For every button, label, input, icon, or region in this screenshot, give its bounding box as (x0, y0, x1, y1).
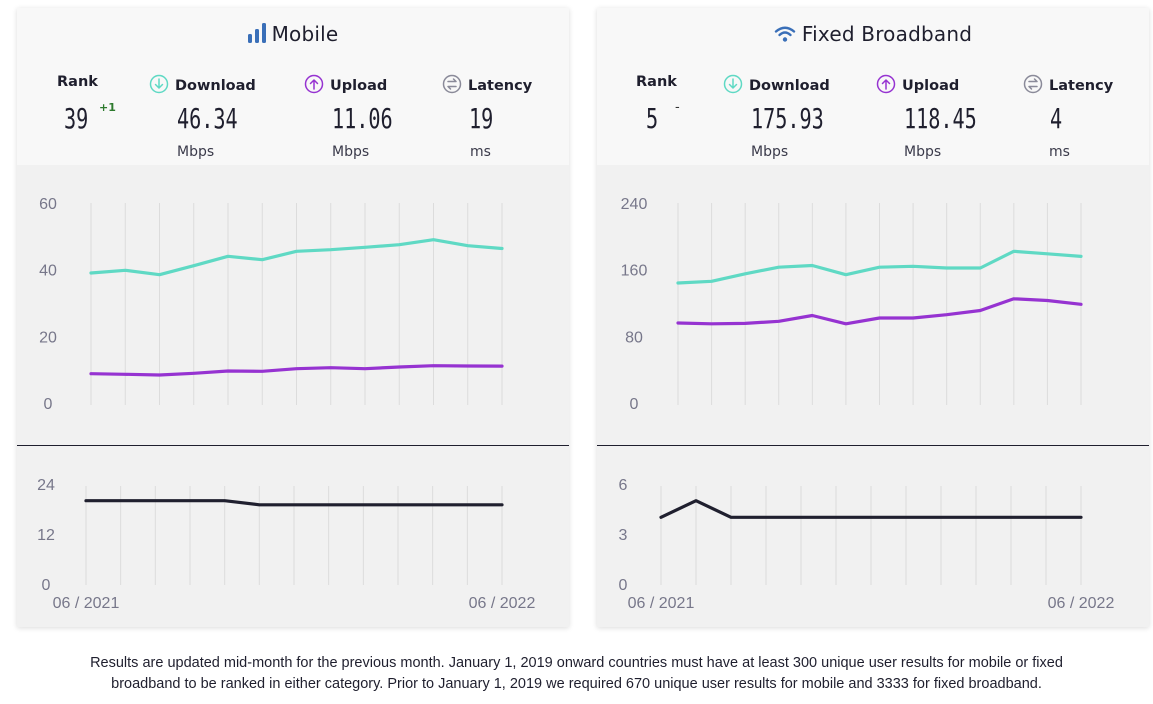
mobile-title-text: Mobile (271, 22, 339, 46)
download-value: 175.93 (751, 102, 824, 135)
download-label: Download (749, 78, 830, 94)
x-start-label: 06 / 2021 (53, 595, 120, 612)
latency-unit: ms (470, 144, 491, 160)
mobile-latency-chart: 0 12 24 06 / 2021 06 / 2022 (37, 477, 536, 612)
mobile-latency: Latency 19 ms (442, 74, 533, 160)
fixed-speed-chart: 0 80 160 240 (621, 196, 1083, 413)
download-value: 46.34 (177, 102, 238, 135)
footnote-line-1: Results are updated mid-month for the pr… (90, 655, 1063, 671)
rank-delta: +1 (99, 101, 116, 114)
mobile-header: Mobile Rank 39 +1 Download 46.34 Mbps (17, 8, 569, 165)
latency-series-line (659, 499, 1083, 519)
upload-label: Upload (902, 78, 960, 94)
upload-value: 11.06 (332, 102, 393, 135)
latency-series-line (84, 499, 504, 507)
latency-value: 19 (469, 102, 494, 135)
y-tick-label: 6 (619, 477, 628, 494)
x-start-label: 06 / 2021 (628, 595, 695, 612)
y-tick-label: 20 (39, 329, 57, 346)
y-tick-label: 240 (621, 196, 648, 213)
download-arrow-icon (149, 74, 169, 94)
y-tick-label: 160 (621, 263, 648, 280)
mobile-card: Mobile Rank 39 +1 Download 46.34 Mbps (17, 8, 569, 627)
upload-series-line (676, 297, 1083, 326)
upload-label: Upload (330, 78, 388, 94)
y-tick-label: 60 (39, 196, 57, 213)
mobile-rank: Rank 39 +1 (57, 74, 116, 135)
y-tick-label: 0 (42, 577, 51, 594)
wifi-icon (774, 26, 796, 42)
upload-arrow-icon (304, 74, 324, 94)
fixed-download: Download 175.93 Mbps (723, 74, 830, 160)
y-tick-label: 0 (630, 396, 639, 413)
fixed-header: Fixed Broadband Rank 5 - Download 175.93… (597, 8, 1149, 165)
fixed-latency: Latency 4 ms (1023, 74, 1114, 160)
footnote-line-2: broadband to be ranked in either categor… (111, 676, 1042, 692)
y-tick-label: 3 (619, 527, 628, 544)
chart-divider (17, 445, 569, 446)
upload-series-line (89, 364, 504, 377)
footnote: Results are updated mid-month for the pr… (10, 653, 1143, 695)
latency-value: 4 (1050, 102, 1063, 135)
download-series-line (676, 249, 1083, 285)
latency-label: Latency (1049, 78, 1114, 94)
rank-value: 39 (64, 102, 89, 135)
fixed-title-text: Fixed Broadband (801, 22, 973, 46)
mobile-upload: Upload 11.06 Mbps (304, 74, 393, 160)
mobile-title: Mobile (17, 22, 569, 46)
latency-label: Latency (468, 78, 533, 94)
y-tick-label: 0 (44, 396, 53, 413)
x-end-label: 06 / 2022 (1048, 595, 1115, 612)
rank-value: 5 (646, 102, 659, 135)
fixed-card: Fixed Broadband Rank 5 - Download 175.93… (597, 8, 1149, 627)
fixed-upload: Upload 118.45 Mbps (876, 74, 977, 160)
x-end-label: 06 / 2022 (469, 595, 536, 612)
rank-delta: - (675, 100, 680, 115)
upload-unit: Mbps (904, 144, 942, 160)
latency-unit: ms (1049, 144, 1070, 160)
download-unit: Mbps (177, 144, 215, 160)
y-tick-label: 12 (37, 527, 55, 544)
latency-arrows-icon (442, 74, 462, 94)
upload-value: 118.45 (904, 102, 977, 135)
mobile-speed-chart: 0 20 40 60 (39, 196, 504, 413)
upload-arrow-icon (876, 74, 896, 94)
y-tick-label: 0 (619, 577, 628, 594)
fixed-title: Fixed Broadband (597, 22, 1149, 46)
fixed-rank: Rank 5 - (636, 74, 680, 135)
fixed-latency-chart: 0 3 6 06 / 2021 06 / 2022 (619, 477, 1115, 612)
download-label: Download (175, 78, 256, 94)
y-tick-label: 24 (37, 477, 55, 494)
rank-label: Rank (636, 74, 677, 90)
chart-divider (597, 445, 1149, 446)
upload-unit: Mbps (332, 144, 370, 160)
y-tick-label: 40 (39, 263, 57, 280)
mobile-download: Download 46.34 Mbps (149, 74, 256, 160)
download-arrow-icon (723, 74, 743, 94)
download-series-line (89, 238, 504, 277)
download-unit: Mbps (751, 144, 789, 160)
y-tick-label: 80 (625, 329, 643, 346)
rank-label: Rank (57, 74, 98, 90)
latency-arrows-icon (1023, 74, 1043, 94)
signal-bars-icon (247, 23, 266, 43)
